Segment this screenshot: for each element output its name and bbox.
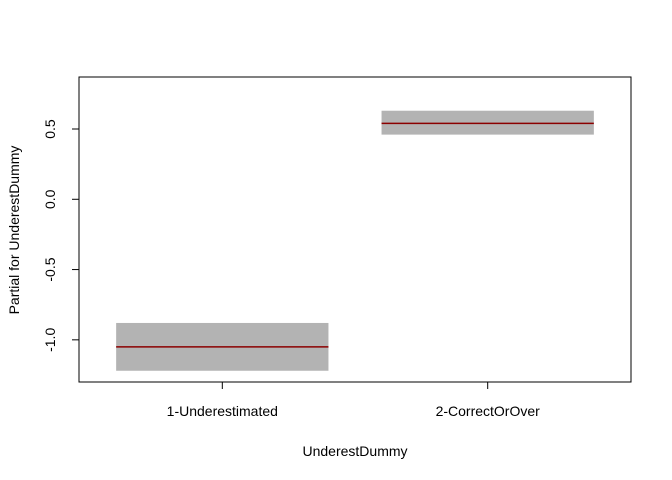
x-axis-label: UnderestDummy [302, 443, 407, 459]
plot-area [116, 110, 594, 371]
y-tick-label: -1.0 [42, 328, 58, 352]
y-axis-label: Partial for UnderestDummy [6, 146, 22, 315]
y-axis: -1.0 -0.5 0.0 0.5 [42, 119, 80, 352]
y-tick-label: 0.0 [42, 189, 58, 209]
x-tick-label: 2-CorrectOrOver [436, 403, 541, 419]
x-axis: 1-Underestimated 2-CorrectOrOver [167, 381, 541, 419]
x-tick-label: 1-Underestimated [167, 403, 278, 419]
y-tick-label: 0.5 [42, 119, 58, 139]
y-tick-label: -0.5 [42, 257, 58, 281]
